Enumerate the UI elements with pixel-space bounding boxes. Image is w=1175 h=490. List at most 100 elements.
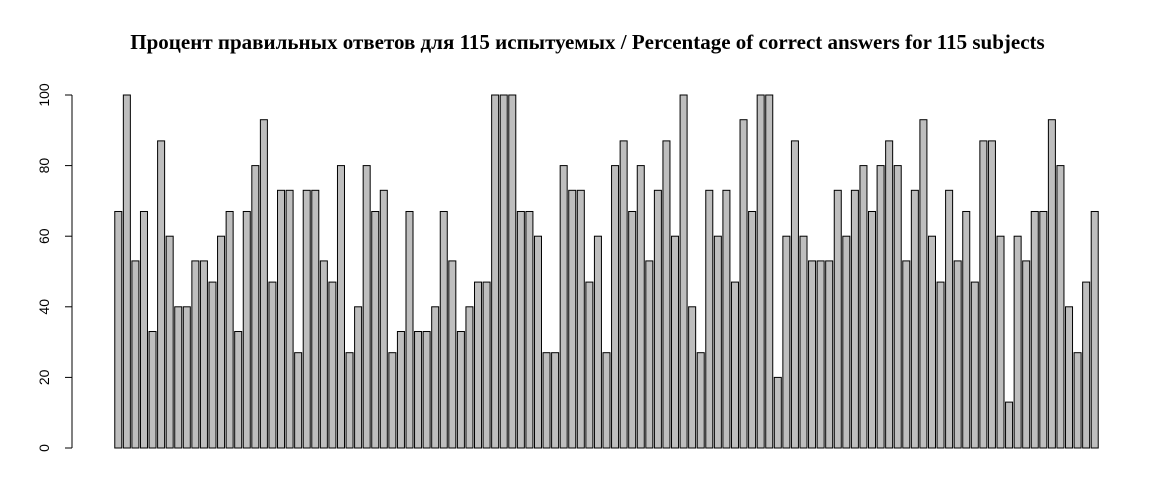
- bar-subject-69: [696, 352, 705, 449]
- bar-subject-47: [508, 94, 517, 449]
- bar-subject-23: [302, 189, 311, 449]
- bar-subject-9: [182, 306, 191, 449]
- bar-subject-43: [474, 281, 483, 449]
- bar-subject-11: [199, 260, 208, 449]
- bars-group: [114, 94, 1099, 449]
- bar-subject-87: [850, 189, 859, 449]
- bar-subject-74: [739, 119, 748, 449]
- bar-subject-16: [242, 210, 251, 449]
- bar-subject-10: [191, 260, 200, 449]
- bar-subject-39: [439, 210, 448, 449]
- bar-subject-109: [1039, 210, 1048, 449]
- bar-subject-2: [122, 94, 131, 449]
- y-tick-label: 40: [36, 299, 52, 315]
- bar-subject-86: [842, 235, 851, 449]
- bar-subject-63: [645, 260, 654, 449]
- bar-subject-80: [790, 140, 799, 449]
- bar-subject-72: [722, 189, 731, 449]
- bar-subject-61: [628, 210, 637, 449]
- bar-subject-5: [148, 331, 157, 449]
- bar-subject-48: [516, 210, 525, 449]
- bar-subject-76: [756, 94, 765, 449]
- bar-subject-21: [285, 189, 294, 449]
- bar-subject-32: [379, 189, 388, 449]
- bar-subject-35: [405, 210, 414, 449]
- bar-subject-75: [748, 210, 757, 449]
- bar-subject-28: [345, 352, 354, 449]
- y-tick-label: 0: [36, 444, 52, 452]
- bar-subject-59: [611, 165, 620, 449]
- bar-subject-84: [825, 260, 834, 449]
- bar-subject-97: [936, 281, 945, 449]
- bar-subject-100: [962, 210, 971, 449]
- bar-subject-107: [1022, 260, 1031, 449]
- bar-subject-77: [765, 94, 774, 449]
- bar-subject-108: [1030, 210, 1039, 449]
- bar-subject-99: [953, 260, 962, 449]
- bar-subject-4: [139, 210, 148, 449]
- bar-subject-71: [713, 235, 722, 449]
- bar-subject-8: [174, 306, 183, 449]
- bar-subject-88: [859, 165, 868, 449]
- bar-subject-95: [919, 119, 928, 449]
- bar-subject-102: [979, 140, 988, 449]
- bar-subject-55: [576, 189, 585, 449]
- bar-subject-29: [354, 306, 363, 449]
- bar-subject-49: [525, 210, 534, 449]
- bar-subject-18: [259, 119, 268, 449]
- bar-subject-60: [619, 140, 628, 449]
- bar-subject-53: [559, 165, 568, 449]
- bar-subject-79: [782, 235, 791, 449]
- bar-subject-58: [602, 352, 611, 449]
- bar-subject-13: [217, 235, 226, 449]
- bar-subject-36: [414, 331, 423, 449]
- bar-subject-38: [431, 306, 440, 449]
- bar-subject-106: [1013, 235, 1022, 449]
- bar-subject-1: [114, 210, 123, 449]
- bar-subject-96: [927, 235, 936, 449]
- bar-subject-37: [422, 331, 431, 449]
- bar-subject-104: [996, 235, 1005, 449]
- bar-subject-85: [833, 189, 842, 449]
- bar-subject-114: [1082, 281, 1091, 449]
- y-tick-label: 100: [36, 83, 52, 107]
- bar-subject-50: [533, 235, 542, 449]
- bar-subject-54: [568, 189, 577, 449]
- bar-subject-113: [1073, 352, 1082, 449]
- bar-subject-20: [277, 189, 286, 449]
- bar-subject-24: [311, 189, 320, 449]
- bar-subject-105: [1005, 401, 1014, 449]
- bar-subject-67: [679, 94, 688, 449]
- bar-subject-3: [131, 260, 140, 449]
- y-axis: 0 20 40 60 80 100: [36, 83, 73, 452]
- bar-subject-31: [371, 210, 380, 449]
- y-tick-label: 20: [36, 369, 52, 385]
- bar-subject-115: [1090, 210, 1099, 449]
- bar-subject-78: [773, 376, 782, 449]
- y-tick-label: 80: [36, 158, 52, 174]
- bar-subject-112: [1065, 306, 1074, 449]
- bar-subject-42: [465, 306, 474, 449]
- bar-subject-68: [688, 306, 697, 449]
- bar-subject-66: [671, 235, 680, 449]
- bar-subject-51: [542, 352, 551, 449]
- bar-subject-45: [491, 94, 500, 449]
- bar-subject-41: [456, 331, 465, 449]
- bar-subject-83: [816, 260, 825, 449]
- bar-subject-40: [448, 260, 457, 449]
- bar-subject-93: [902, 260, 911, 449]
- bar-subject-14: [225, 210, 234, 449]
- bar-subject-82: [808, 260, 817, 449]
- bar-subject-70: [705, 189, 714, 449]
- bar-subject-64: [653, 189, 662, 449]
- y-tick-label: 60: [36, 228, 52, 244]
- bar-subject-34: [396, 331, 405, 449]
- bar-subject-73: [730, 281, 739, 449]
- bar-subject-30: [362, 165, 371, 449]
- bar-subject-89: [868, 210, 877, 449]
- bar-subject-7: [165, 235, 174, 449]
- bar-subject-103: [987, 140, 996, 449]
- bar-subject-57: [593, 235, 602, 449]
- bar-subject-12: [208, 281, 217, 449]
